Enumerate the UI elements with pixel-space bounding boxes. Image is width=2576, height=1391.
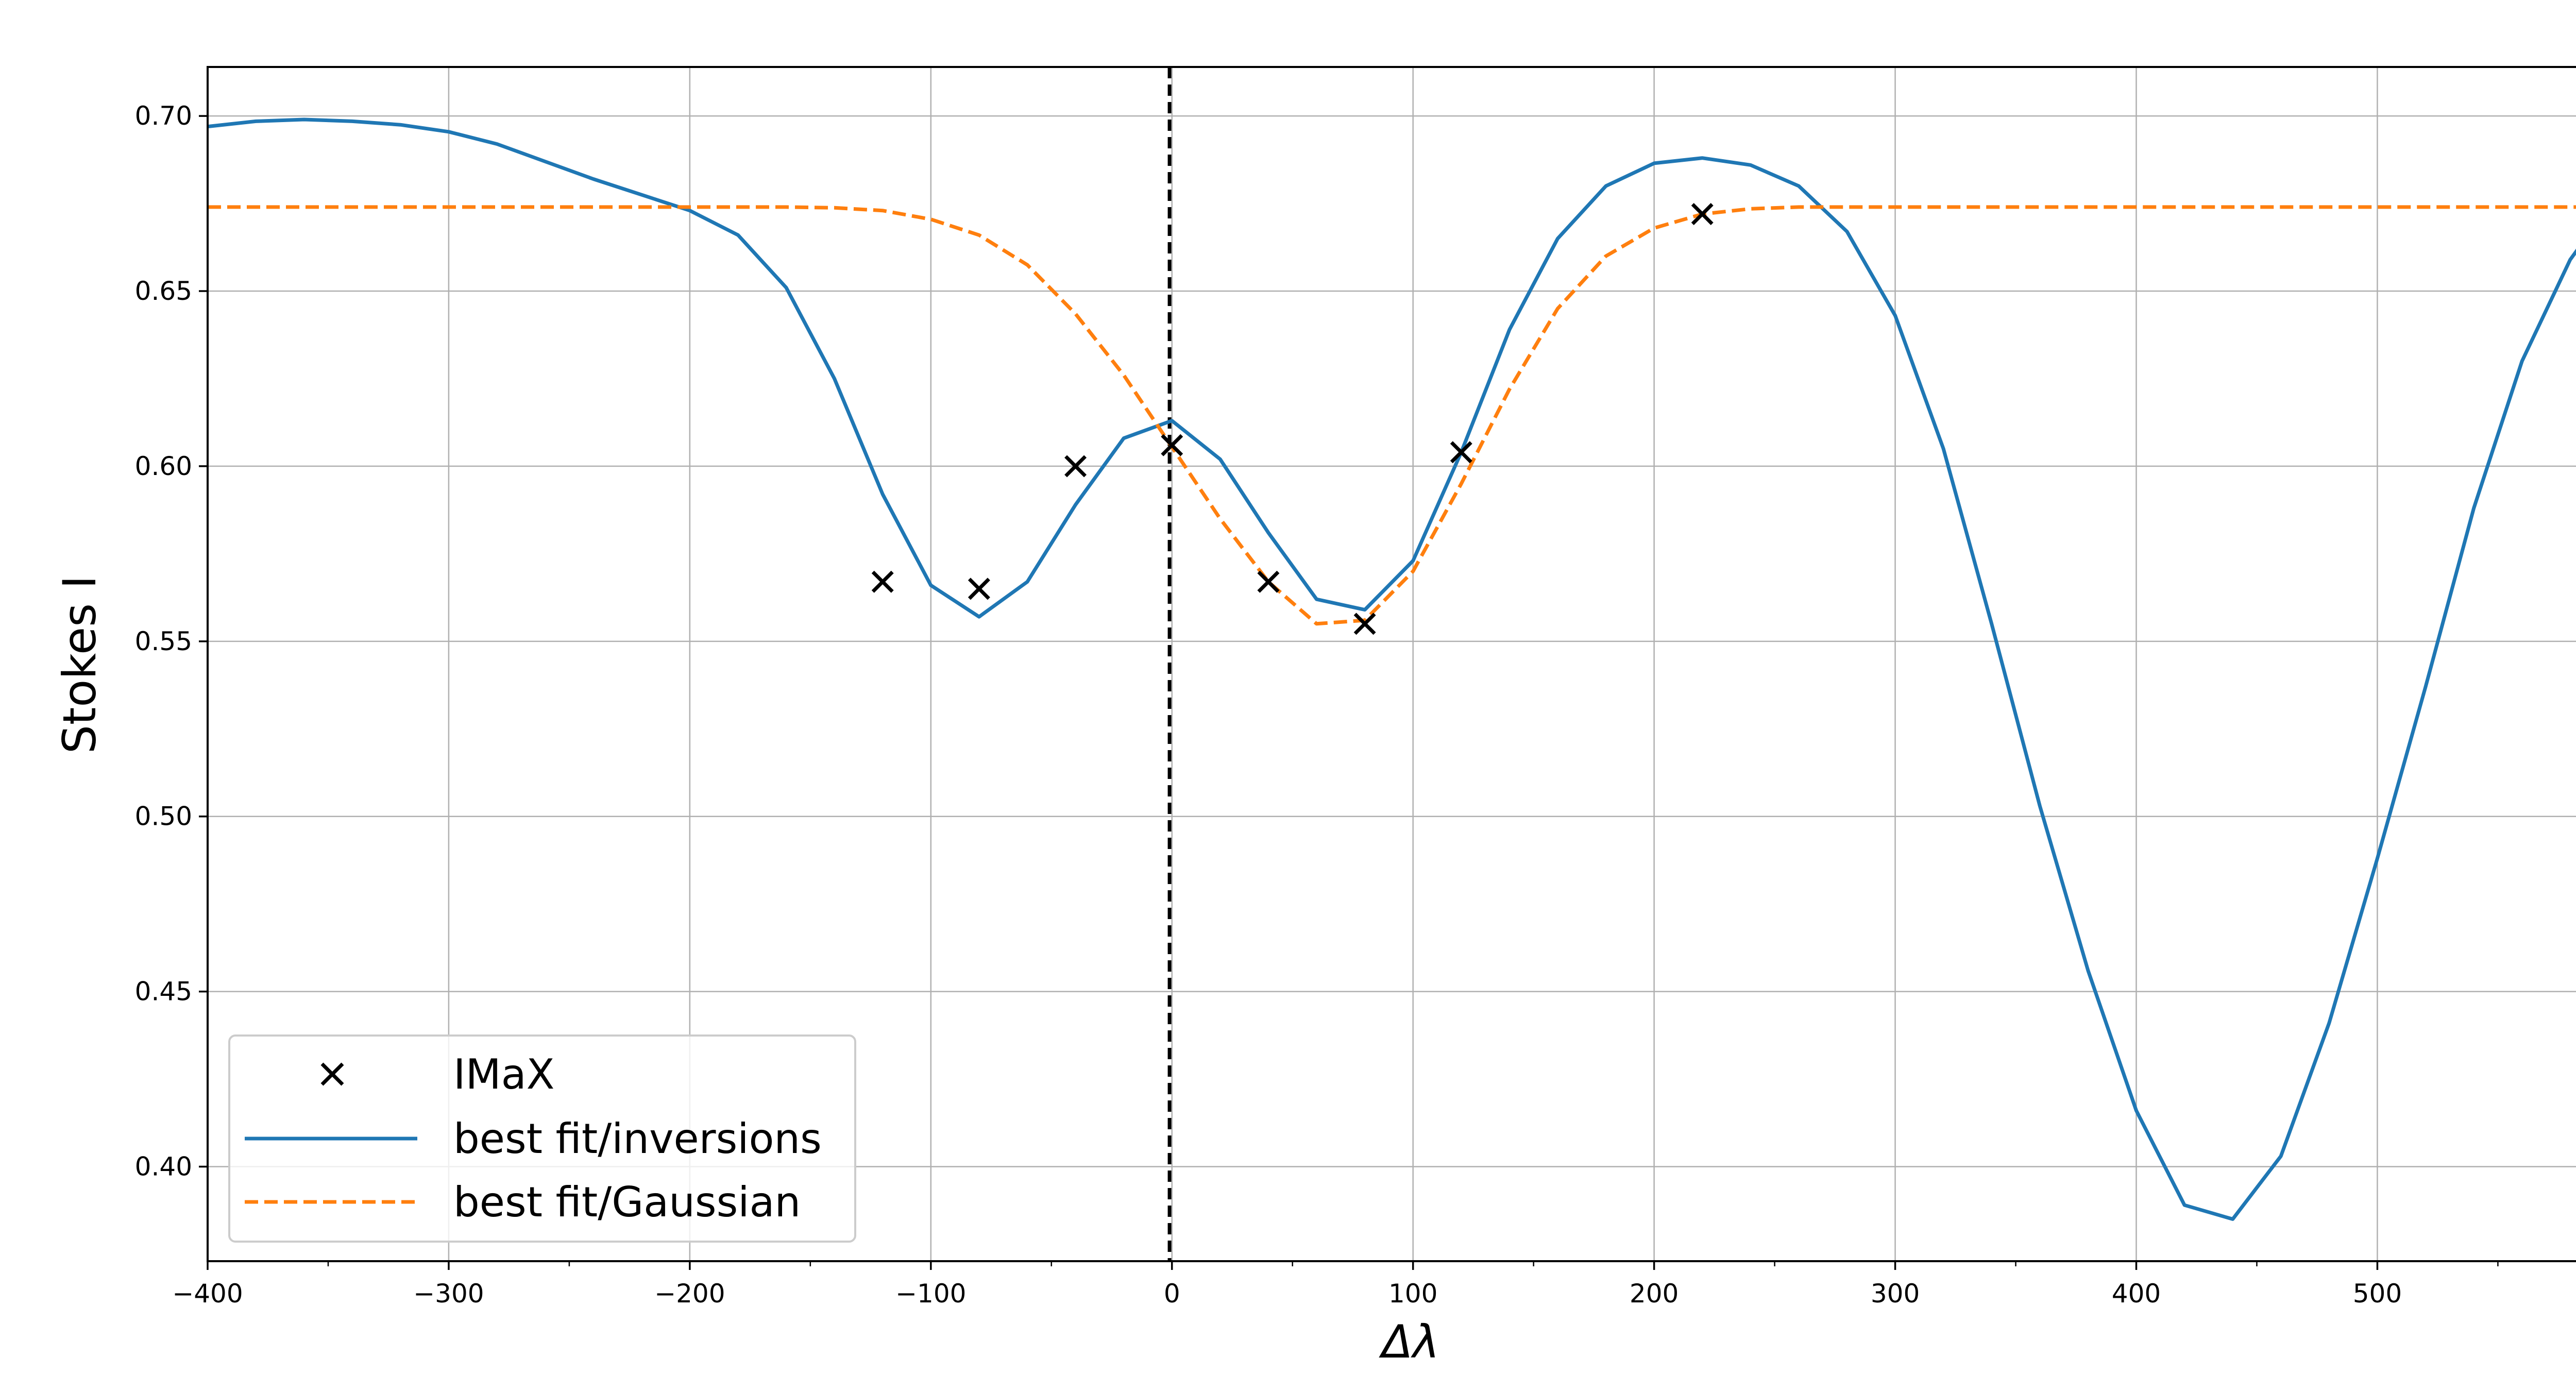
imax-data-point — [1353, 613, 1376, 635]
x-tick-label: −300 — [413, 1279, 484, 1309]
imax-data-point — [1161, 434, 1183, 456]
imax-data-point — [1450, 441, 1472, 464]
x-tick-label: 500 — [2353, 1279, 2402, 1309]
legend-entry: best fit/inversions — [245, 1115, 822, 1163]
legend: IMaX best fit/inversions best fit/Gaussian — [228, 1034, 856, 1243]
series-points-imax — [871, 203, 1714, 635]
x-tick-label: −200 — [654, 1279, 725, 1309]
legend-label: best fit/inversions — [453, 1115, 822, 1163]
y-tick-label: 0.65 — [135, 276, 192, 306]
series-layer — [207, 117, 2576, 1221]
x-axis-label: Δλ — [1379, 1315, 1439, 1368]
x-tick-label: 0 — [1164, 1279, 1180, 1309]
imax-data-point — [1064, 455, 1087, 478]
legend-marker-x — [320, 1062, 344, 1086]
y-tick-label: 0.55 — [135, 626, 192, 656]
series-line-best-fit-gaussian — [208, 205, 2576, 626]
x-tick-label: 100 — [1388, 1279, 1437, 1309]
x-tick-label: 400 — [2112, 1279, 2161, 1309]
imax-data-point — [1257, 570, 1280, 593]
x-tick-label: −100 — [895, 1279, 966, 1309]
series-line-best-fit-inversions — [207, 117, 2576, 1221]
grid-lines — [207, 67, 2576, 1261]
y-tick-label: 0.45 — [135, 977, 192, 1007]
legend-frame — [228, 1034, 856, 1243]
y-axis-label: Stokes I — [53, 575, 106, 754]
imax-data-point — [871, 570, 894, 593]
y-tick-label: 0.40 — [135, 1151, 192, 1181]
y-tick-label: 0.70 — [135, 101, 192, 131]
y-tick-label: 0.60 — [135, 451, 192, 481]
x-tick-label: −400 — [172, 1279, 243, 1309]
imax-data-point — [1691, 203, 1714, 225]
axis-ticks: −400 −300 −200 −100 0 100 200 300 400 500 0.40 0.45… — [135, 101, 2499, 1309]
legend-entry: best fit/Gaussian — [245, 1178, 801, 1226]
legend-entry: IMaX — [320, 1050, 554, 1098]
plot-frame — [207, 66, 2576, 1262]
legend-label: IMaX — [453, 1050, 554, 1098]
legend-label: best fit/Gaussian — [453, 1178, 801, 1226]
imax-data-point — [968, 578, 990, 600]
x-tick-label: 300 — [1871, 1279, 1920, 1309]
y-tick-label: 0.50 — [135, 802, 192, 832]
x-tick-label: 200 — [1630, 1279, 1679, 1309]
